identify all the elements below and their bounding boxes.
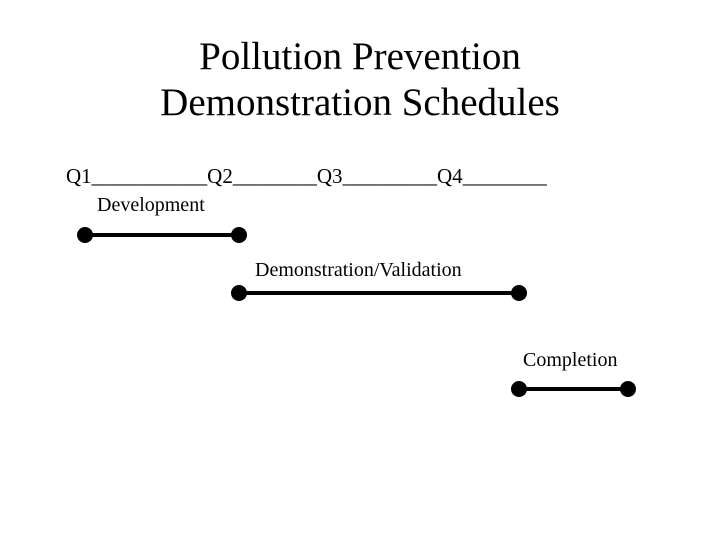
quarter-separator: ________ [462, 164, 547, 188]
quarter-label-q3: Q3 [316, 164, 343, 188]
phase-end-marker-demonstration-validation [511, 285, 527, 301]
quarter-separator: ___________ [91, 164, 208, 188]
quarter-separator: _________ [342, 164, 438, 188]
title-line-2: Demonstration Schedules [160, 81, 560, 124]
phase-label-development: Development [97, 194, 205, 216]
quarter-label-q4: Q4 [437, 164, 463, 188]
phase-end-marker-completion [620, 381, 636, 397]
title-line-1: Pollution Prevention [199, 35, 521, 78]
page-title: Pollution Prevention Demonstration Sched… [0, 34, 720, 126]
phase-end-marker-development [231, 227, 247, 243]
phase-start-marker-development [77, 227, 93, 243]
quarter-label-q2: Q2 [207, 164, 233, 188]
quarter-axis: Q1___________Q2________Q3_________Q4____… [66, 164, 547, 188]
quarter-separator: ________ [232, 164, 317, 188]
phase-label-completion: Completion [523, 349, 618, 371]
phase-start-marker-completion [511, 381, 527, 397]
phase-label-demonstration-validation: Demonstration/Validation [255, 259, 462, 281]
phase-start-marker-demonstration-validation [231, 285, 247, 301]
quarter-label-q1: Q1 [66, 164, 92, 188]
